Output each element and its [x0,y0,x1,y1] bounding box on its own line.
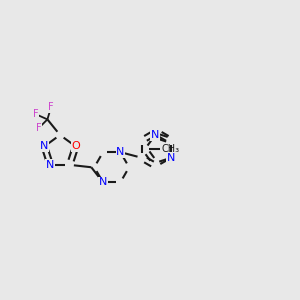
Text: N: N [116,147,124,157]
Text: F: F [48,102,54,112]
Text: F: F [33,109,38,119]
Text: N: N [151,130,159,140]
Text: N: N [99,177,107,187]
Text: N: N [40,141,49,152]
Text: CH₃: CH₃ [162,144,180,154]
Text: F: F [36,123,42,133]
Text: N: N [46,160,55,170]
Text: O: O [71,141,80,152]
Text: N: N [167,153,176,163]
